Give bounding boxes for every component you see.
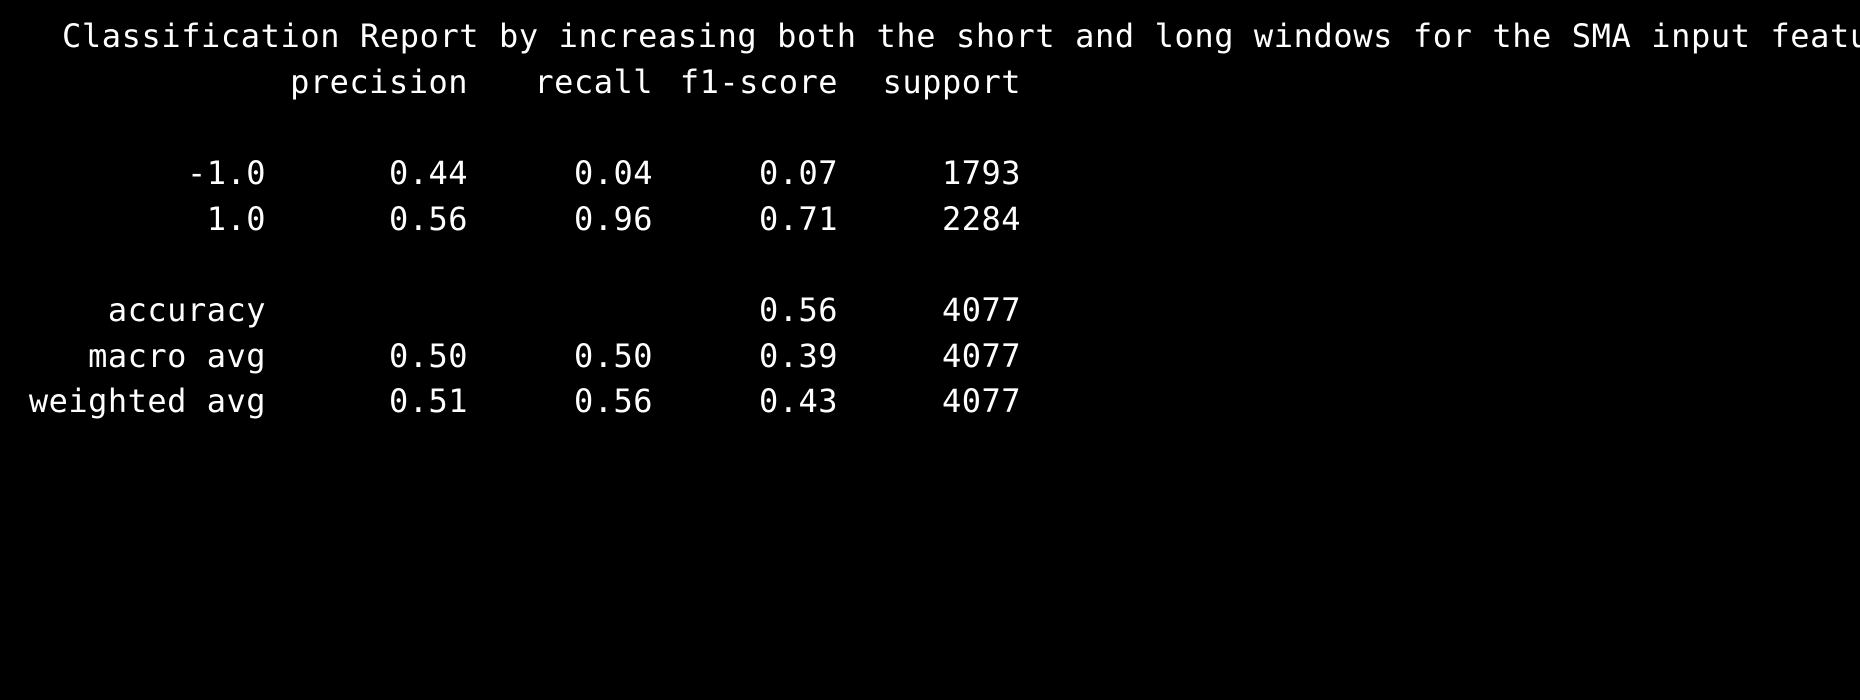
row-f1-score: 0.71 [758,200,838,238]
row-support: 1793 [941,154,1021,192]
accuracy-row: accuracy 0.56 4077 [0,287,1021,333]
row-precision: 0.44 [388,154,468,192]
class-row-negative: -1.0 0.44 0.04 0.07 1793 [0,150,1021,196]
accuracy-label: accuracy [107,291,266,329]
accuracy-f1-score: 0.56 [758,291,838,329]
macro-avg-f1-score: 0.39 [758,337,838,375]
accuracy-support: 4077 [941,291,1021,329]
header-precision: precision [290,63,468,101]
header-support: support [882,63,1021,101]
macro-avg-label: macro avg [88,337,266,375]
row-f1-score: 0.07 [758,154,838,192]
row-label: 1.0 [206,200,266,238]
weighted-avg-precision: 0.51 [388,382,468,420]
macro-avg-recall: 0.50 [573,337,653,375]
weighted-avg-support: 4077 [941,382,1021,420]
weighted-avg-label: weighted avg [28,382,266,420]
classification-report: Classification Report by increasing both… [0,17,1860,424]
class-row-positive: 1.0 0.56 0.96 0.71 2284 [0,196,1021,242]
header-row: precision recall f1-score support [0,59,1020,105]
macro-avg-precision: 0.50 [388,337,468,375]
row-label: -1.0 [186,154,266,192]
macro-avg-row: macro avg 0.50 0.50 0.39 4077 [0,333,1020,379]
header-recall: recall [534,63,653,101]
row-recall: 0.04 [573,154,653,192]
weighted-avg-recall: 0.56 [573,382,653,420]
report-title: Classification Report by increasing both… [62,17,1860,55]
macro-avg-support: 4077 [941,337,1021,375]
row-precision: 0.56 [388,200,468,238]
weighted-avg-f1-score: 0.43 [758,382,838,420]
header-f1-score: f1-score [679,63,838,101]
weighted-avg-row: weighted avg 0.51 0.56 0.43 4077 [0,378,1021,424]
row-support: 2284 [941,200,1021,238]
row-recall: 0.96 [573,200,653,238]
